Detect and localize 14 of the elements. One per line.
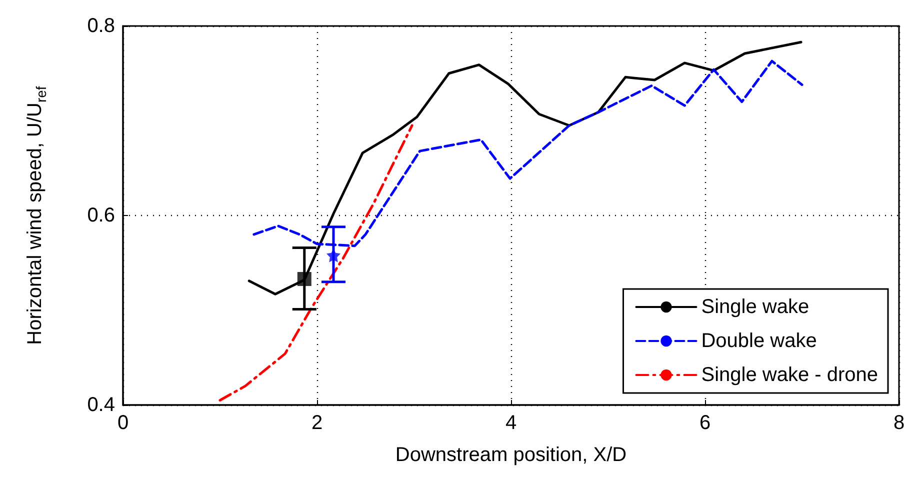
y-tick-label: 0.6 xyxy=(87,204,115,226)
y-axis-title: Horizontal wind speed, U/Uref xyxy=(24,86,49,345)
y-tick-label: 0.4 xyxy=(87,394,115,416)
legend-label: Double wake xyxy=(701,330,817,352)
legend-label: Single wake - drone xyxy=(701,364,878,386)
x-tick-label: 6 xyxy=(699,412,711,434)
x-tick-label: 0 xyxy=(117,412,129,434)
x-tick-label: 4 xyxy=(505,412,517,434)
legend-label: Single wake xyxy=(701,296,810,318)
x-tick-label: 8 xyxy=(893,412,905,434)
x-tick-label: 2 xyxy=(311,412,323,434)
y-tick-label: 0.8 xyxy=(87,15,115,37)
line-series xyxy=(218,124,414,402)
x-axis-title: Downstream position, X/D xyxy=(395,444,627,466)
